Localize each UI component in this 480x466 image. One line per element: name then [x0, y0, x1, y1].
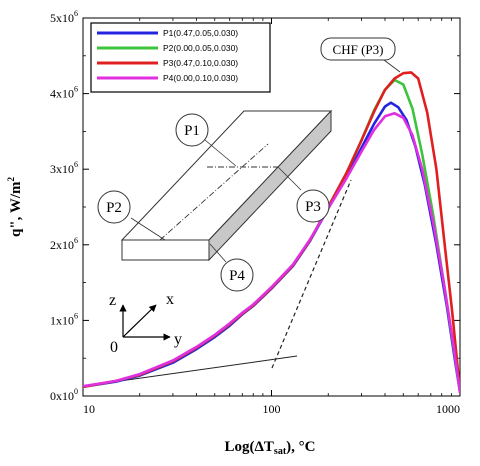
triad-y-label: y: [174, 331, 182, 348]
plate-leader-p1: [204, 139, 237, 167]
y-axis-title: q", W/m2: [6, 176, 24, 237]
plate-leader-p3: [277, 166, 302, 191]
triad-x-label: x: [166, 291, 174, 308]
y-tick-label: 4x106: [50, 85, 78, 101]
legend-label-4: P4(0.00,0.10,0.030): [163, 73, 238, 83]
chf-label-box: [320, 37, 396, 61]
y-tick-label: 5x106: [50, 9, 78, 25]
x-axis-title: Log(ΔTsat), °C: [225, 439, 316, 457]
x-tick-label: 100: [263, 402, 281, 416]
chf-label: CHF (P3): [333, 42, 384, 57]
callout-p1-circle: [175, 113, 209, 147]
legend: P1(0.47,0.05,0.030) P2(0.00,0.05,0.030) P3…: [90, 22, 271, 93]
callout-p4-circle: [220, 258, 254, 292]
plate-side-face: [208, 109, 332, 262]
plate-leader-p2: [130, 217, 166, 241]
plate-leader-p4: [209, 243, 227, 263]
y-tick-label: 3x106: [50, 160, 78, 176]
callout-p3-circle: [296, 189, 330, 223]
legend-label-1: P1(0.47,0.05,0.030): [163, 28, 238, 38]
plate-schematic: P1 P2 P3 P4: [97, 109, 333, 292]
plate-front-face: [121, 239, 210, 261]
plate-top-face: [120, 110, 333, 241]
callout-p3: P3: [305, 199, 321, 215]
plate-centerline-long: [159, 143, 269, 241]
y-tick-label: 1x106: [50, 311, 78, 327]
nucleate-boiling-dashed-line: [271, 179, 352, 369]
callout-p4: P4: [229, 268, 245, 284]
chf-leader-line: [383, 59, 401, 73]
y-tick-label: 0x100: [50, 387, 78, 403]
legend-label-3: P3(0.47,0.10,0.030): [163, 58, 238, 68]
chf-annotation: CHF (P3): [320, 37, 401, 73]
callout-p1: P1: [184, 123, 200, 139]
x-tick-label: 10: [83, 402, 95, 416]
triad-origin-label: 0: [110, 339, 118, 356]
axis-ticks: 10 100 1000 0x100 1x106 2x106 3x106 4x106 5x106: [50, 9, 461, 416]
triad-z-label: z: [109, 292, 116, 309]
x-tick-label: 1000: [436, 402, 460, 416]
y-tick-label: 2x106: [50, 236, 78, 252]
callout-p2-circle: [97, 190, 131, 224]
legend-label-2: P2(0.00,0.05,0.030): [163, 43, 238, 53]
callout-p2: P2: [106, 200, 122, 216]
coordinate-triad: z x y 0: [109, 291, 182, 356]
triad-x-axis: [122, 304, 157, 338]
